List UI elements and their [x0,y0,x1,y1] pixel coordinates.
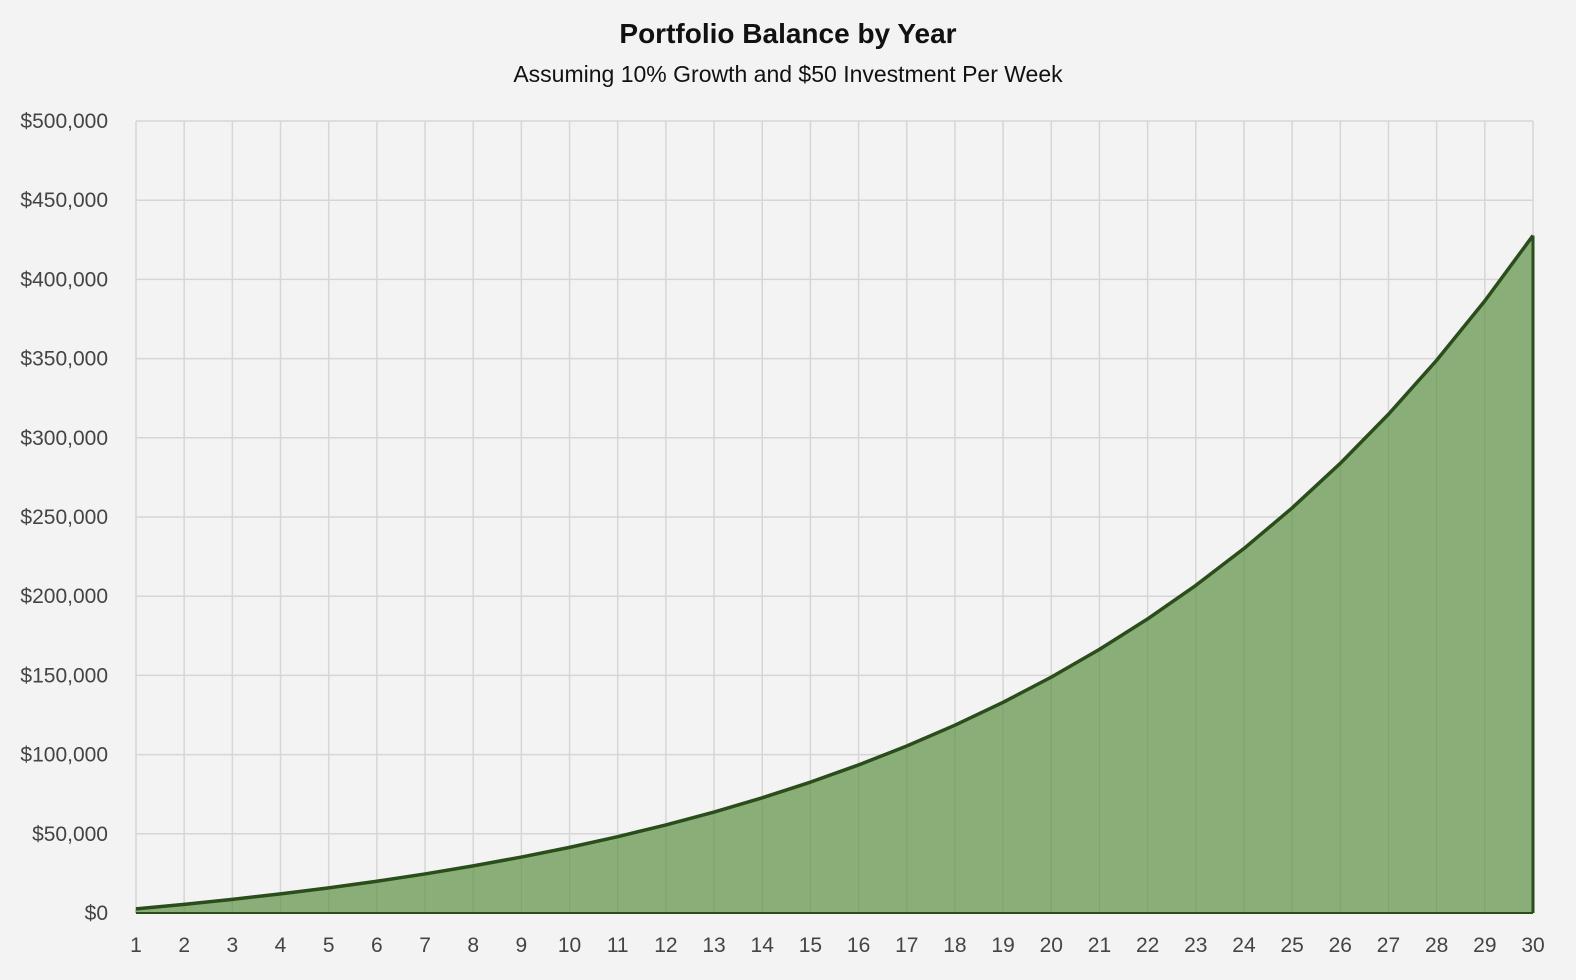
x-tick-label: 6 [371,934,383,957]
x-tick-label: 12 [654,934,677,957]
series-area [136,235,1533,914]
x-tick-label: 1 [130,934,142,957]
y-tick-label: $300,000 [20,427,108,450]
x-tick-label: 5 [323,934,335,957]
x-tick-label: 2 [178,934,190,957]
x-tick-label: 27 [1377,934,1400,957]
x-tick-label: 18 [943,934,966,957]
x-tick-label: 11 [607,934,629,957]
x-tick-label: 30 [1521,934,1544,957]
x-tick-label: 14 [751,934,775,957]
x-tick-label: 15 [799,934,822,957]
chart-subtitle: Assuming 10% Growth and $50 Investment P… [513,61,1063,87]
series-line [135,234,1535,911]
x-tick-label: 10 [558,934,581,957]
y-tick-label: $450,000 [20,189,108,212]
x-tick-label: 9 [516,934,528,957]
x-tick-label: 20 [1040,934,1063,957]
y-tick-label: $350,000 [20,348,108,371]
y-tick-label: $200,000 [20,585,108,608]
x-tick-label: 16 [847,934,870,957]
x-tick-label: 22 [1136,934,1159,957]
x-tick-label: 26 [1329,934,1352,957]
x-tick-label: 13 [702,934,725,957]
x-tick-label: 17 [895,934,918,957]
x-tick-label: 24 [1232,934,1256,957]
x-tick-label: 29 [1473,934,1496,957]
x-tick-label: 21 [1088,934,1111,957]
y-tick-label: $150,000 [20,664,108,687]
y-tick-label: $400,000 [20,268,108,291]
x-tick-label: 7 [419,934,431,957]
x-tick-label: 4 [275,934,287,957]
x-tick-label: 8 [467,934,479,957]
y-tick-label: $50,000 [32,823,108,846]
x-tick-label: 19 [991,934,1014,957]
y-tick-label: $250,000 [20,506,108,529]
x-tick-label: 28 [1425,934,1448,957]
y-tick-label: $500,000 [20,110,108,133]
y-tick-label: $0 [85,902,108,925]
x-tick-label: 3 [227,934,239,957]
chart-title: Portfolio Balance by Year [619,18,957,49]
y-tick-label: $100,000 [20,744,108,767]
x-tick-label: 23 [1184,934,1207,957]
x-tick-label: 25 [1280,934,1303,957]
